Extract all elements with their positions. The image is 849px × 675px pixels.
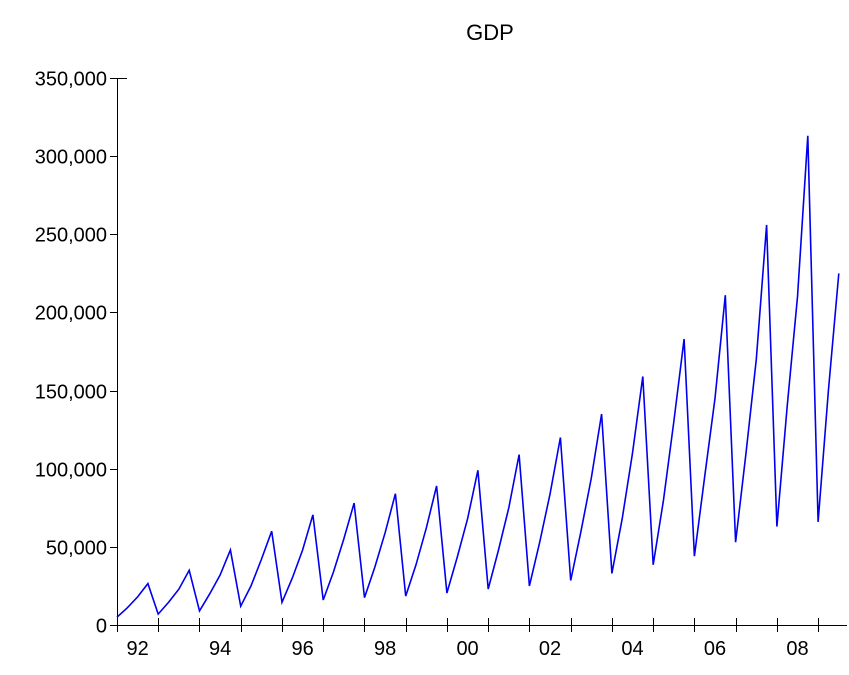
chart-title: GDP	[466, 20, 514, 45]
y-tick-label: 0	[96, 616, 107, 638]
y-tick-label: 300,000	[35, 147, 107, 169]
x-tick-label: 08	[786, 638, 808, 660]
x-tick-label: 06	[704, 638, 726, 660]
x-tick-label: 92	[126, 638, 148, 660]
y-tick-label: 50,000	[46, 538, 107, 560]
x-tick-label: 96	[291, 638, 313, 660]
x-tick-label: 00	[456, 638, 478, 660]
y-tick-label: 100,000	[35, 460, 107, 482]
y-tick-label: 250,000	[35, 225, 107, 247]
x-tick-label: 02	[539, 638, 561, 660]
series-line-gdp	[116, 135, 840, 618]
y-tick-label: 350,000	[35, 69, 107, 91]
x-tick-label: 94	[209, 638, 231, 660]
x-tick-label: 04	[621, 638, 643, 660]
x-axis-ticks: 92 94 96 98 00 02 04 06 08	[117, 618, 819, 660]
axes	[117, 78, 847, 626]
x-tick-label: 98	[374, 638, 396, 660]
y-tick-label: 150,000	[35, 382, 107, 404]
y-tick-label: 200,000	[35, 303, 107, 325]
y-axis-ticks: 0 50,000 100,000 150,000 200,000 250,000 300,0…	[35, 69, 117, 638]
